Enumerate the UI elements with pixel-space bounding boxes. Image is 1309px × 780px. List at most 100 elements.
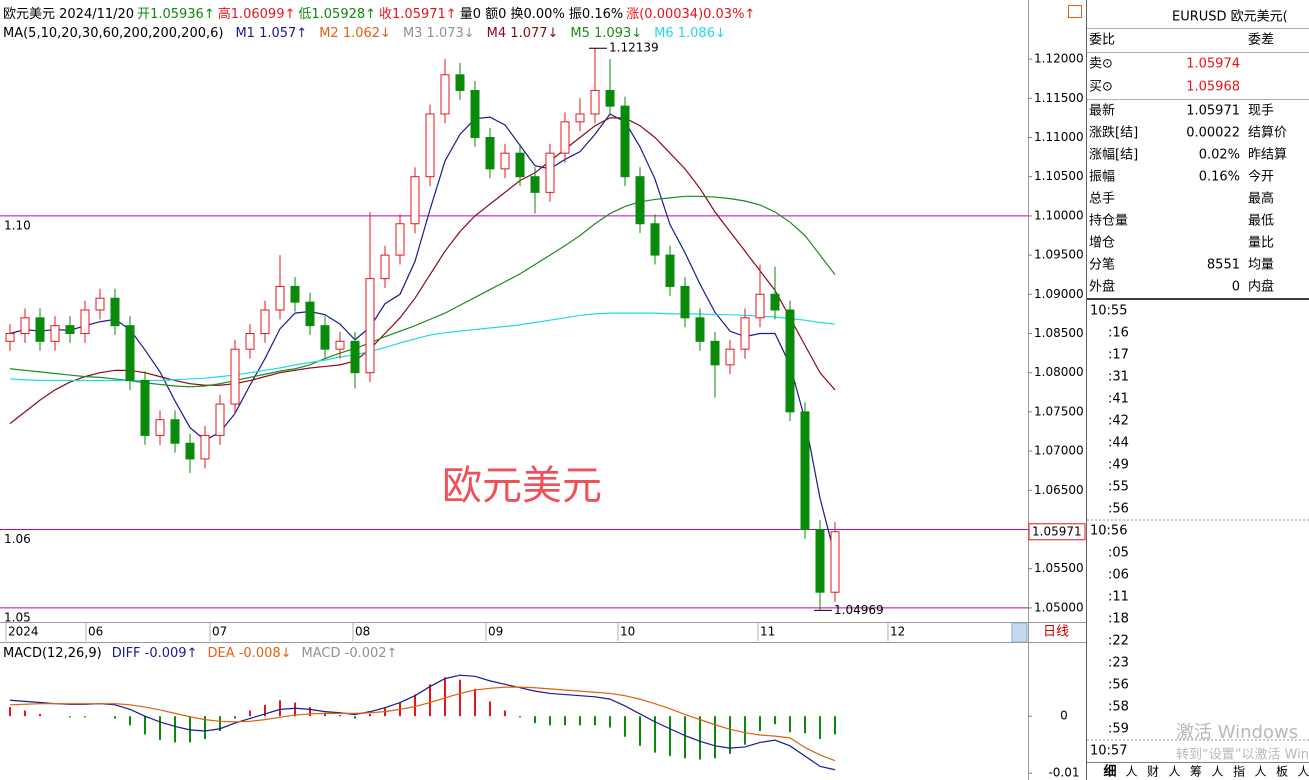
candle-body: [275, 285, 285, 311]
y-tick-label: 1.08000: [1034, 365, 1084, 379]
quote-head: 委差: [1248, 33, 1274, 48]
header-field-row: 欧元美元 2024/11/20 开1.05936↑ 高1.06099↑ 低1.0592…: [3, 6, 755, 22]
x-tick-label: 08: [355, 625, 370, 639]
candle-body: [605, 89, 615, 107]
ma-legend: M5 1.093↓: [570, 26, 642, 41]
macd-legend: DIFF -0.009↑: [112, 646, 198, 661]
ma-line: [9, 117, 836, 425]
candle-body: [560, 121, 570, 154]
tab[interactable]: 财: [1147, 765, 1159, 779]
quote-label: 总手: [1089, 192, 1115, 207]
candle-body: [515, 152, 525, 178]
quote-label: 量比: [1248, 236, 1274, 251]
quote-label: 持仓量: [1089, 214, 1128, 229]
candle-body: [230, 348, 240, 405]
tick-time: 10:55: [1090, 304, 1127, 319]
activation-text: 转到“设置”以激活 Windows。: [1176, 748, 1309, 763]
tick-time: :31: [1108, 370, 1129, 385]
tick-time: :55: [1108, 480, 1129, 495]
tab[interactable]: 筹: [1190, 765, 1202, 779]
quote-label: 均量: [1248, 258, 1274, 273]
candle-body: [710, 340, 720, 366]
candle-body: [95, 297, 105, 311]
x-tick-label: 2024: [8, 625, 39, 639]
tab[interactable]: 细: [1103, 764, 1116, 780]
x-tick-label: 11: [760, 625, 775, 639]
candle-body: [545, 152, 555, 193]
tab[interactable]: 人: [1211, 765, 1223, 779]
tick-time: :42: [1108, 414, 1129, 429]
candle-body: [320, 325, 330, 350]
x-tick-label: 09: [488, 625, 503, 639]
candle-body: [725, 348, 735, 366]
quote-label: 增仓: [1089, 236, 1115, 251]
header-field: 低1.05928↑: [298, 7, 376, 22]
quote-label: 现手: [1248, 104, 1274, 119]
quote-value: 0.00022: [1186, 126, 1240, 141]
tick-time: :59: [1108, 722, 1129, 737]
last-price-box: [1028, 523, 1086, 541]
macd-legend: MACD -0.002↑: [302, 646, 398, 661]
y-tick-label: 1.05500: [1034, 561, 1084, 575]
x-tick-label: 10: [620, 625, 635, 639]
candle-body: [350, 340, 360, 374]
tick-time: :58: [1108, 700, 1129, 715]
candle-body: [5, 332, 15, 342]
ma-legend: M2 1.062↓: [319, 26, 391, 41]
quote-head: 委比: [1089, 33, 1115, 48]
tab[interactable]: 人: [1254, 765, 1266, 779]
tab[interactable]: 指: [1233, 764, 1245, 779]
candle-body: [170, 419, 180, 444]
header-field: 欧元美元 2024/11/20: [3, 7, 134, 22]
candle-body: [365, 278, 375, 374]
candle-body: [125, 325, 135, 382]
candle-body: [20, 317, 30, 334]
candle-body: [80, 309, 90, 334]
header-field: 开1.05936↑: [137, 7, 215, 22]
tick-time: 10:56: [1090, 524, 1127, 539]
header-field: 收1.05971↑: [379, 7, 457, 22]
tick-time: :16: [1108, 326, 1129, 341]
candle-body: [650, 223, 660, 256]
y-tick-label: 1.08500: [1034, 326, 1084, 340]
candle-body: [770, 293, 780, 311]
y-tick-label: 1.11500: [1034, 91, 1084, 105]
quote-label: 分笔: [1089, 257, 1115, 273]
candle-body: [245, 332, 255, 350]
scroll-thumb[interactable]: [1011, 622, 1028, 643]
candle-body: [680, 285, 690, 319]
macd-legend: DEA -0.008↓: [207, 646, 291, 661]
period-button[interactable]: 日线: [1043, 625, 1069, 640]
candle-body: [485, 136, 495, 170]
candle-body: [695, 317, 705, 342]
tab[interactable]: 人: [1168, 765, 1180, 779]
reference-label: 1.05: [4, 610, 31, 624]
candle-body: [830, 531, 840, 593]
bid-label: 买⊙: [1089, 80, 1113, 95]
window-button[interactable]: [1068, 5, 1082, 18]
candle-body: [260, 309, 270, 334]
candle-body: [50, 325, 60, 342]
tab[interactable]: 人: [1297, 765, 1309, 779]
candle-body: [620, 105, 630, 178]
candle-body: [665, 254, 675, 287]
tick-time: :56: [1108, 502, 1129, 517]
tick-time: :44: [1108, 436, 1129, 451]
quote-label: 最低: [1248, 214, 1274, 229]
candle-body: [455, 74, 465, 91]
tick-time: :05: [1108, 546, 1129, 561]
candle-body: [800, 411, 810, 530]
tab[interactable]: 人: [1125, 765, 1137, 779]
candle-body: [410, 176, 420, 225]
ma-legend: M3 1.073↓: [403, 26, 475, 41]
quote-label: 最高: [1248, 191, 1274, 207]
candle-body: [530, 176, 540, 193]
tab[interactable]: 板: [1276, 765, 1288, 779]
candle-body: [140, 380, 150, 436]
ma-legend: M4 1.077↓: [487, 26, 559, 41]
candle-body: [200, 434, 210, 460]
header-field: 涨(0.00034)0.03%↑: [626, 7, 755, 22]
y-tick-label: 0: [1060, 709, 1068, 723]
quote-label: 结算价: [1248, 126, 1287, 141]
